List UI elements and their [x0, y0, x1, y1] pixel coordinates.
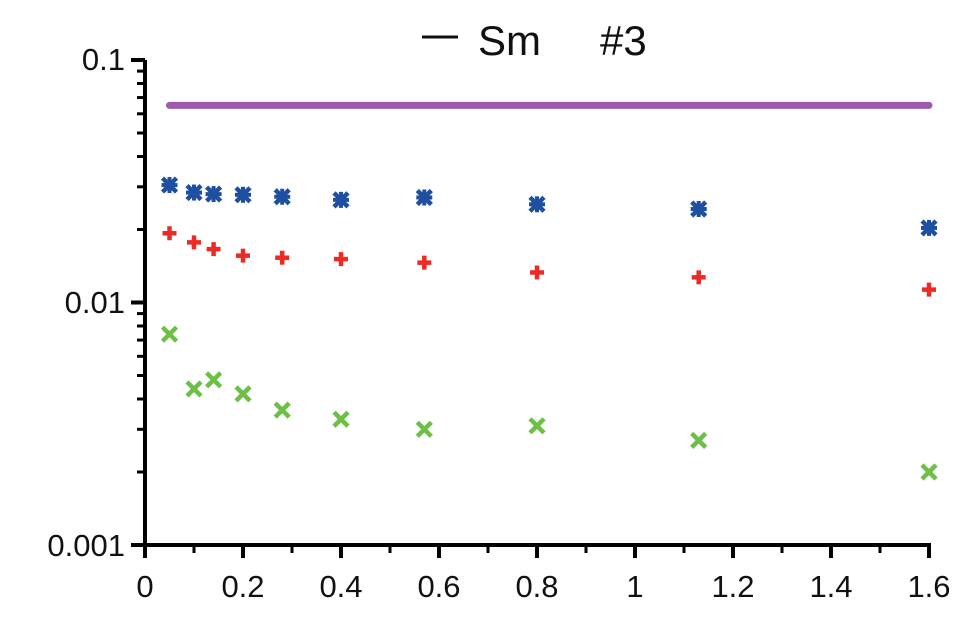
data-marks — [160, 101, 938, 481]
data-point-x — [273, 401, 291, 419]
data-point-plus — [236, 248, 250, 263]
data-point-asterisk — [185, 183, 203, 202]
x-tick-label-0.6: 0.6 — [417, 569, 460, 604]
data-point-plus — [187, 235, 201, 250]
data-point-plus — [530, 265, 544, 280]
x-tick-label-0.2: 0.2 — [221, 569, 264, 604]
legend-entry-3: #3 — [600, 17, 647, 64]
data-point-asterisk — [234, 186, 252, 204]
data-point-x — [205, 371, 223, 389]
y-tick-label-0.01: 0.01 — [65, 285, 125, 320]
data-point-plus — [334, 252, 348, 267]
data-point-plus — [691, 270, 706, 285]
data-point-plus — [275, 250, 290, 265]
data-point-x — [415, 420, 433, 438]
x-tick-label-0.4: 0.4 — [319, 569, 362, 604]
x-tick-label-1.2: 1.2 — [711, 569, 754, 604]
data-point-asterisk — [205, 185, 223, 203]
axis-ticks — [131, 58, 931, 558]
data-point-plus — [162, 226, 177, 241]
data-point-x — [920, 463, 938, 481]
data-point-plus — [417, 255, 432, 270]
data-point-x — [690, 431, 708, 449]
y-tick-label-0.1: 0.1 — [82, 42, 125, 77]
data-point-asterisk — [332, 191, 350, 209]
data-point-asterisk — [160, 176, 179, 194]
data-point-asterisk — [920, 219, 938, 237]
data-point-x — [185, 380, 203, 398]
x-tick-label-0: 0 — [136, 569, 153, 604]
x-tick-label-1: 1 — [626, 569, 643, 604]
data-point-x — [160, 325, 179, 343]
legend-entry-sm: Sm — [478, 17, 541, 64]
data-point-asterisk — [273, 188, 291, 206]
data-point-plus — [206, 242, 221, 257]
data-point-asterisk — [528, 195, 546, 213]
x-tick-label-1.6: 1.6 — [907, 569, 950, 604]
y-tick-label-0.001: 0.001 — [47, 528, 125, 563]
x-tick-label-0.8: 0.8 — [515, 569, 558, 604]
data-point-x — [528, 417, 546, 435]
data-point-asterisk — [690, 200, 708, 218]
data-point-plus — [922, 282, 936, 297]
data-point-x — [332, 410, 350, 428]
x-tick-label-1.4: 1.4 — [809, 569, 852, 604]
data-point-asterisk — [415, 188, 433, 207]
legend: Sm #3 — [422, 17, 647, 64]
data-point-x — [234, 385, 252, 403]
